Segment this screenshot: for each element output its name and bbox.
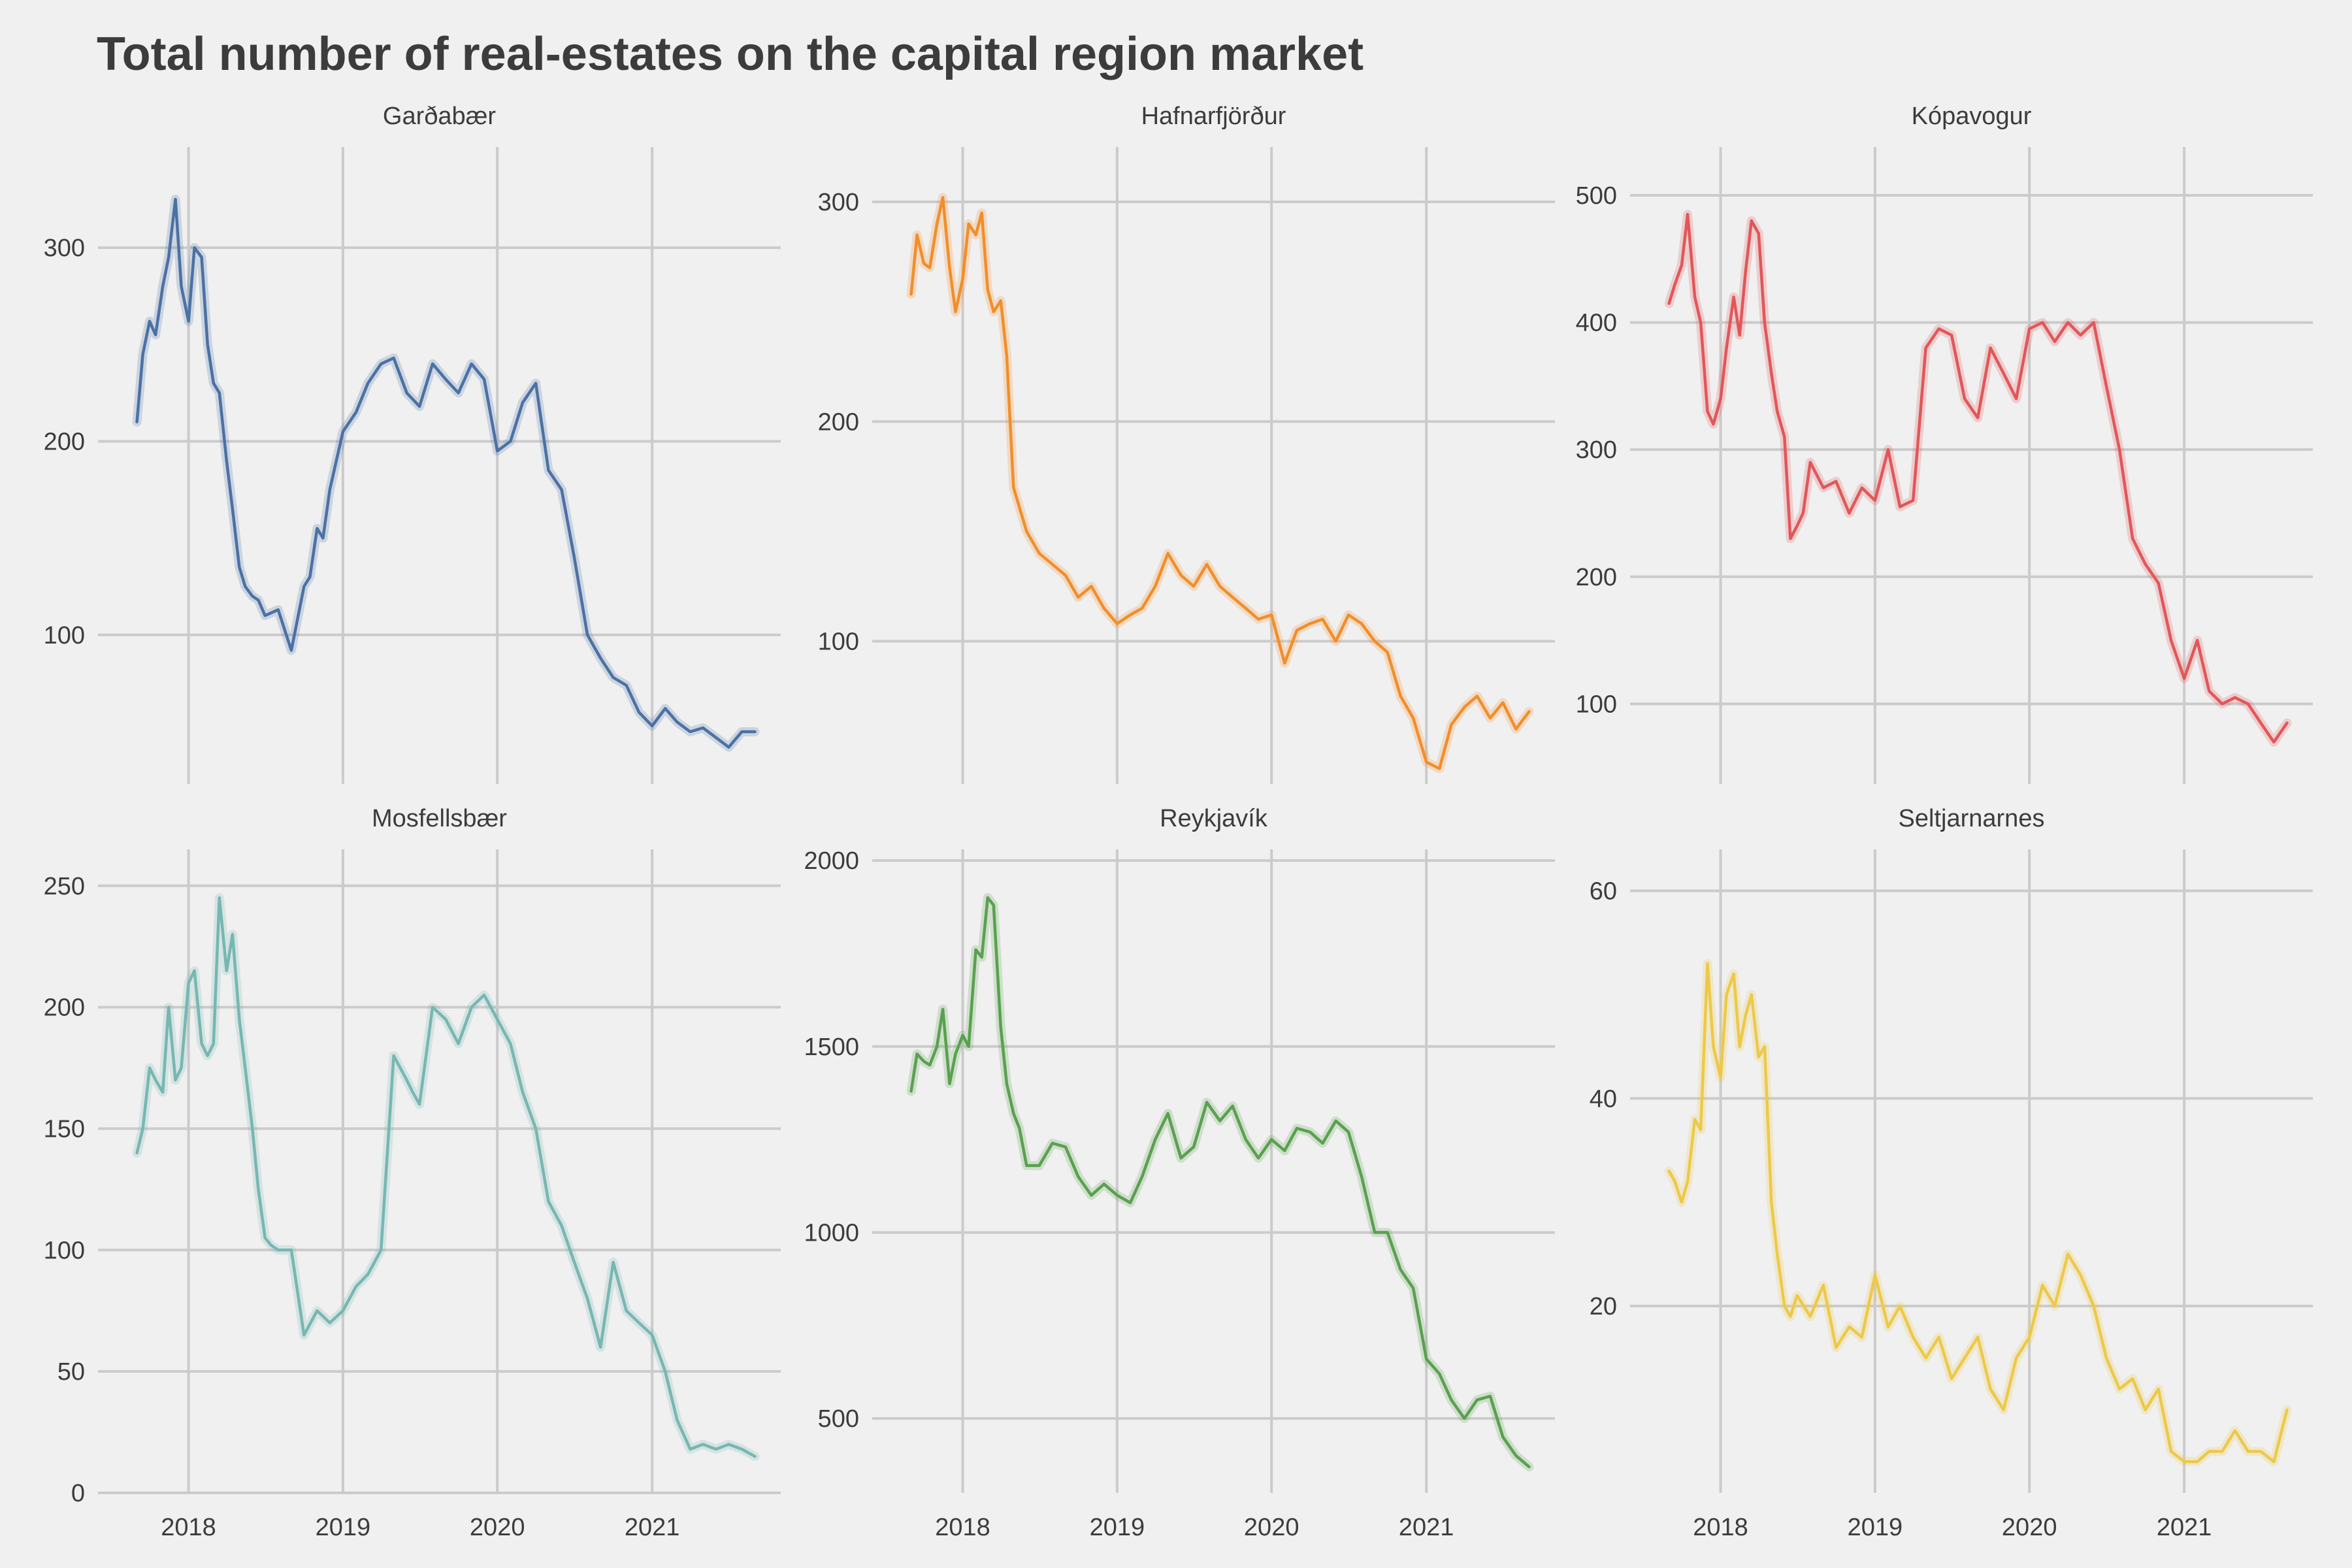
y-tick-label: 200 — [1576, 564, 1617, 591]
series-band-reykjavik — [906, 893, 1534, 1472]
y-tick-label: 200 — [818, 408, 859, 436]
y-tick-label: 300 — [818, 189, 859, 216]
series-band-gardabaer — [132, 195, 760, 752]
panel-title-mosfellsbaer: Mosfellsbær — [372, 805, 507, 832]
x-tick-label: 2021 — [625, 1514, 680, 1541]
y-tick-label: 200 — [44, 428, 85, 455]
y-tick-label: 20 — [1590, 1293, 1617, 1320]
y-tick-label: 100 — [1576, 691, 1617, 718]
y-tick-label: 500 — [1576, 182, 1617, 210]
y-tick-label: 300 — [44, 235, 85, 262]
series-line-kopavogur — [1667, 212, 2289, 744]
y-tick-label: 1000 — [804, 1219, 859, 1247]
panel-title-kopavogur: Kópavogur — [1912, 103, 2032, 130]
panel-title-hafnarfjordur: Hafnarfjörður — [1141, 103, 1286, 130]
y-tick-label: 50 — [57, 1358, 85, 1386]
y-tick-label: 1500 — [804, 1034, 859, 1061]
y-tick-label: 100 — [44, 1237, 85, 1264]
x-tick-label: 2020 — [2002, 1514, 2057, 1541]
x-tick-label: 2018 — [1693, 1514, 1748, 1541]
y-tick-label: 250 — [44, 873, 85, 900]
series-line-reykjavik — [909, 896, 1531, 1469]
series-band-seltjarnarnes — [1664, 958, 2292, 1467]
x-tick-label: 2019 — [1090, 1514, 1145, 1541]
y-tick-label: 500 — [818, 1405, 859, 1433]
y-tick-label: 60 — [1590, 878, 1617, 906]
series-line-seltjarnarnes — [1667, 962, 2289, 1463]
x-tick-label: 2021 — [1399, 1514, 1454, 1541]
y-tick-label: 150 — [44, 1115, 85, 1143]
y-tick-label: 0 — [71, 1480, 85, 1507]
y-tick-label: 300 — [1576, 436, 1617, 464]
x-tick-label: 2018 — [935, 1514, 990, 1541]
series-line-hafnarfjordur — [909, 196, 1531, 770]
chart-title: Total number of real-estates on the capi… — [97, 28, 1364, 80]
y-tick-label: 200 — [44, 994, 85, 1022]
series-band-hafnarfjordur — [906, 193, 1534, 774]
y-tick-label: 400 — [1576, 310, 1617, 337]
y-tick-label: 40 — [1590, 1085, 1617, 1113]
panel-title-reykjavik: Reykjavík — [1160, 805, 1268, 832]
x-tick-label: 2019 — [316, 1514, 371, 1541]
x-tick-label: 2019 — [1848, 1514, 1903, 1541]
y-tick-label: 2000 — [804, 847, 859, 875]
x-tick-label: 2021 — [2157, 1514, 2212, 1541]
y-tick-label: 100 — [818, 628, 859, 655]
x-tick-label: 2020 — [1244, 1514, 1299, 1541]
x-tick-label: 2020 — [470, 1514, 525, 1541]
series-line-mosfellsbaer — [135, 896, 757, 1458]
panel-title-gardabaer: Garðabær — [383, 103, 497, 130]
x-tick-label: 2018 — [161, 1514, 216, 1541]
series-line-gardabaer — [135, 197, 757, 749]
panel-title-seltjarnarnes: Seltjarnarnes — [1899, 805, 2045, 832]
y-tick-label: 100 — [44, 622, 85, 649]
